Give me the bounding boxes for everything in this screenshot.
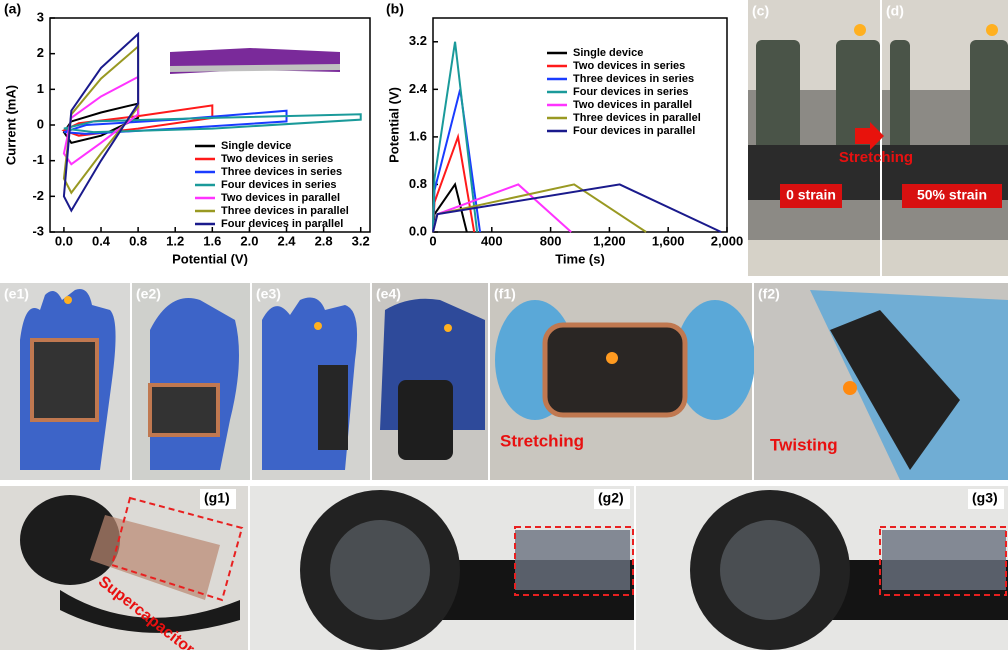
watch-face bbox=[330, 520, 430, 620]
device bbox=[32, 340, 97, 420]
y-tick-label: 1.6 bbox=[409, 128, 427, 143]
y-tick-label: -2 bbox=[32, 188, 44, 203]
legend-label: Single device bbox=[573, 47, 643, 59]
led bbox=[64, 296, 72, 304]
photo-label: (f1) bbox=[494, 286, 516, 302]
photo-label: (g2) bbox=[598, 490, 624, 506]
x-tick-label: 0.0 bbox=[55, 233, 73, 248]
x-axis-label: Potential (V) bbox=[172, 251, 248, 266]
annotation: Stretching bbox=[500, 431, 584, 450]
figure: 0.0 0.4 0.8 1.2 1.6 2.0 2.4 2.8 3.2 -3 -2 -1 0 1 2 3 Pot… bbox=[0, 0, 1008, 650]
y-tick-label: 0.8 bbox=[409, 176, 427, 191]
x-tick-label: 800 bbox=[540, 233, 562, 248]
led bbox=[314, 322, 322, 330]
led bbox=[854, 24, 866, 36]
photo-label: (e1) bbox=[4, 286, 29, 302]
y-tick-label: 3.2 bbox=[409, 33, 427, 48]
series-line bbox=[433, 184, 571, 232]
photo-label: (e4) bbox=[376, 286, 401, 302]
y-axis-label: Current (mA) bbox=[3, 85, 18, 165]
photo-label: (g1) bbox=[204, 490, 230, 506]
x-tick-label: 3.2 bbox=[352, 233, 370, 248]
x-tick-label: 2,000 bbox=[711, 233, 744, 248]
photo-label: (g3) bbox=[972, 490, 998, 506]
x-tick-label: 1,200 bbox=[593, 233, 626, 248]
series-line bbox=[64, 34, 138, 211]
x-tick-label: 2.4 bbox=[277, 233, 296, 248]
y-tick-label: 0.0 bbox=[409, 223, 427, 238]
y-tick-label: -3 bbox=[32, 223, 44, 238]
y-tick-label: 1 bbox=[37, 81, 44, 96]
device bbox=[882, 530, 1006, 590]
device bbox=[398, 380, 453, 460]
legend-label: Four devices in series bbox=[221, 179, 337, 191]
ruler bbox=[748, 240, 880, 276]
led bbox=[986, 24, 998, 36]
photo-label: (e3) bbox=[256, 286, 281, 302]
legend-label: Three devices in parallel bbox=[573, 112, 701, 124]
y-tick-label: 2 bbox=[37, 45, 44, 60]
y-tick-label: 3 bbox=[37, 9, 44, 24]
photo-label: (f2) bbox=[758, 286, 780, 302]
legend-label: Two devices in series bbox=[221, 153, 333, 165]
legend-label: Two devices in parallel bbox=[573, 99, 692, 111]
device bbox=[545, 325, 685, 415]
x-tick-label: 2.8 bbox=[315, 233, 333, 248]
x-tick-label: 1,600 bbox=[652, 233, 685, 248]
led bbox=[444, 324, 452, 332]
annotation: Twisting bbox=[770, 435, 838, 454]
device bbox=[515, 530, 630, 590]
led bbox=[843, 381, 857, 395]
legend-label: Four devices in parallel bbox=[573, 125, 695, 137]
legend-label: Three devices in parallel bbox=[221, 205, 349, 217]
photo-label: (c) bbox=[752, 3, 769, 19]
legend-label: Three devices in series bbox=[221, 166, 342, 178]
led bbox=[606, 352, 618, 364]
watch-face bbox=[720, 520, 820, 620]
y-axis-label: Potential (V) bbox=[386, 87, 401, 163]
legend-label: Four devices in parallel bbox=[221, 218, 343, 230]
annotation: 50% strain bbox=[917, 187, 987, 203]
x-tick-label: 0 bbox=[429, 233, 436, 248]
annotation: Stretching bbox=[839, 149, 913, 166]
legend-label: Two devices in series bbox=[573, 60, 685, 72]
x-tick-label: 0.4 bbox=[92, 233, 111, 248]
photo-label: (d) bbox=[886, 3, 904, 19]
x-axis-label: Time (s) bbox=[555, 251, 605, 266]
ruler bbox=[882, 240, 1008, 276]
annotation: 0 strain bbox=[786, 187, 836, 203]
y-tick-label: -1 bbox=[32, 152, 44, 167]
x-tick-label: 400 bbox=[481, 233, 503, 248]
legend-label: Three devices in series bbox=[573, 73, 694, 85]
panel-label: (b) bbox=[386, 1, 404, 17]
legend-label: Two devices in parallel bbox=[221, 192, 340, 204]
legend-label: Four devices in series bbox=[573, 86, 689, 98]
x-tick-label: 0.8 bbox=[129, 233, 147, 248]
panel-label: (a) bbox=[4, 1, 21, 17]
x-tick-label: 1.6 bbox=[203, 233, 221, 248]
device bbox=[318, 365, 348, 450]
x-tick-label: 2.0 bbox=[240, 233, 258, 248]
x-tick-label: 1.2 bbox=[166, 233, 184, 248]
y-tick-label: 2.4 bbox=[409, 81, 428, 96]
legend-label: Single device bbox=[221, 140, 291, 152]
series-line bbox=[433, 42, 477, 232]
photo-label: (e2) bbox=[136, 286, 161, 302]
y-tick-label: 0 bbox=[37, 116, 44, 131]
device bbox=[150, 385, 218, 435]
